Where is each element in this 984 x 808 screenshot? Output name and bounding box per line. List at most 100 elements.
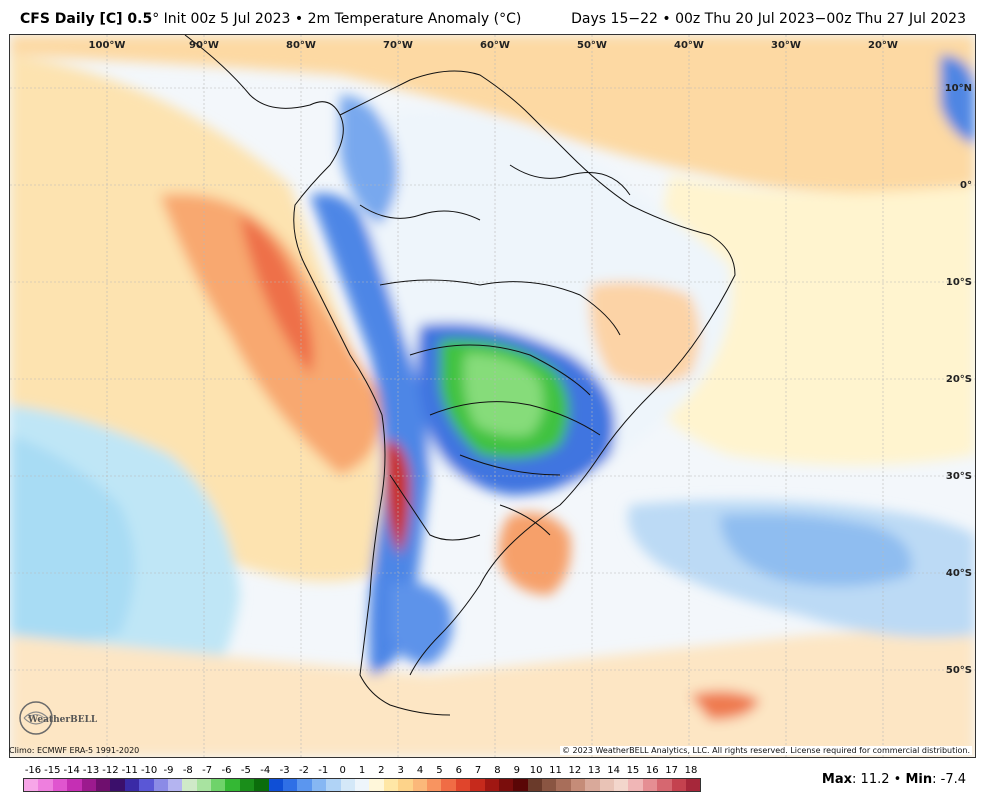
colorbar-tick-label: 5 (436, 765, 443, 776)
colorbar-swatch (671, 779, 686, 791)
colorbar-swatch (412, 779, 427, 791)
colorbar-tick-label: -5 (240, 765, 251, 776)
colorbar-swatch (484, 779, 499, 791)
colorbar-swatch (383, 779, 399, 791)
colorbar-swatch (283, 779, 298, 791)
colorbar-tick-label: 2 (378, 765, 385, 776)
colorbar-swatch (67, 779, 82, 791)
colorbar-labels: -16 -15 -14 -13 -12 -11 -10 -9 -8 -7 -6 -5 -4 -3 -2 -1 0… (23, 765, 701, 777)
title-bullet: • (294, 11, 304, 27)
colorbar-tick-label: 17 (665, 765, 679, 776)
max-label: Max (821, 772, 853, 787)
variable-name: 2m Temperature Anomaly (°C) (307, 11, 522, 27)
logo-text: WeatherBELL (27, 715, 98, 725)
colorbar-tick-label: -12 (102, 765, 119, 776)
longitude-labels: 100°W 90°W 80°W 70°W 60°W 50°W 40°W 30°W… (89, 40, 898, 51)
colorbar-swatch (599, 779, 615, 791)
anomaly-map: 100°W 90°W 80°W 70°W 60°W 50°W 40°W 30°W… (9, 34, 976, 758)
colorbar-tick-label: -8 (182, 765, 193, 776)
lon-label: 50°W (577, 40, 607, 51)
header: CFS Daily [C] 0.5° Init 00z 5 Jul 2023 •… (0, 0, 984, 34)
lon-label: 60°W (480, 40, 510, 51)
lon-label: 100°W (89, 40, 126, 51)
lon-label: 40°W (674, 40, 704, 51)
colorbar-tick-label: -1 (318, 765, 329, 776)
model-name: CFS Daily [C] 0.5 (20, 11, 153, 27)
colorbar-tick-label: 6 (455, 765, 462, 776)
colorbar-swatch (455, 779, 471, 791)
colorbar-tick-label: -10 (140, 765, 158, 776)
init-time: Init 00z 5 Jul 2023 (163, 11, 291, 27)
colorbar-swatch (124, 779, 140, 791)
colorbar-swatch (268, 779, 284, 791)
colorbar-swatch (38, 779, 53, 791)
colorbar-swatch (426, 779, 442, 791)
colorbar-swatch (311, 779, 327, 791)
colorbar-tick-label: -6 (221, 765, 232, 776)
colorbar-tick-label: -16 (24, 765, 42, 776)
colorbar-tick-label: 12 (568, 765, 582, 776)
colorbar-swatch (153, 779, 168, 791)
colorbar-swatch (297, 779, 312, 791)
colorbar-tick-label: 7 (474, 765, 482, 776)
lon-label: 70°W (383, 40, 413, 51)
colorbar-swatch (570, 779, 586, 791)
colorbar-tick-label: 13 (587, 765, 601, 776)
map-title: CFS Daily [C] 0.5° Init 00z 5 Jul 2023 •… (20, 11, 521, 27)
colorbar-swatch (182, 779, 197, 791)
colorbar-swatch (628, 779, 643, 791)
colorbar-tick-label: -4 (260, 765, 271, 776)
colorbar-tick-label: -11 (121, 765, 138, 776)
colorbar-swatch (614, 779, 629, 791)
lat-label: 30°S (946, 471, 972, 482)
colorbar-swatch (585, 779, 600, 791)
lon-label: 20°W (868, 40, 898, 51)
colorbar-swatch (211, 779, 226, 791)
colorbar-swatch (24, 779, 39, 791)
lat-label: 10°N (945, 83, 972, 94)
colorbar-tick-label: 16 (645, 765, 659, 776)
colorbar-swatch (556, 779, 571, 791)
colorbar-swatch (642, 779, 658, 791)
colorbar-swatch (196, 779, 212, 791)
colorbar-swatch (52, 779, 68, 791)
colorbar-swatch (239, 779, 255, 791)
colorbar-swatch (95, 779, 111, 791)
colorbar-swatch (685, 779, 701, 791)
weatherbell-logo: WeatherBELL (19, 701, 98, 735)
map-canvas: 100°W 90°W 80°W 70°W 60°W 50°W 40°W 30°W… (10, 35, 975, 757)
stats-separator: • (893, 772, 902, 787)
colorbar-tick-label: -2 (298, 765, 309, 776)
colorbar-tick-label: 10 (529, 765, 543, 776)
colorbar-tick-label: -3 (279, 765, 290, 776)
lon-label: 90°W (189, 40, 219, 51)
colorbar-swatch (110, 779, 125, 791)
colorbar-tick-label: 3 (397, 765, 404, 776)
colorbar-swatch (527, 779, 543, 791)
latitude-labels: 10°N 0° 10°S 20°S 30°S 40°S 50°S (945, 83, 972, 676)
colorbar-swatch (542, 779, 557, 791)
min-label: Min (905, 772, 933, 787)
colorbar-swatch (657, 779, 672, 791)
coastlines (184, 35, 736, 716)
colorbar-swatch (498, 779, 514, 791)
max-value: : 11.2 (852, 772, 890, 787)
colorbar-swatch (167, 779, 183, 791)
colorbar-tick-label: 15 (626, 765, 640, 776)
colorbar-tick-label: 1 (358, 765, 366, 776)
colorbar-swatch (225, 779, 240, 791)
colorbar-swatch (340, 779, 355, 791)
colorbar-swatch (81, 779, 96, 791)
copyright-note: © 2023 WeatherBELL Analytics, LLC. All r… (560, 746, 972, 755)
colorbar-tick-label: 4 (416, 765, 424, 776)
colorbar-swatch (254, 779, 269, 791)
colorbar-swatch (369, 779, 384, 791)
colorbar-tick-label: 11 (549, 765, 562, 776)
colorbar-tick-label: -15 (44, 765, 61, 776)
lat-label: 0° (960, 180, 972, 191)
degree-mark: ° (152, 11, 160, 27)
colorbar-tick-label: 18 (684, 765, 698, 776)
lat-label: 50°S (946, 665, 972, 676)
colorbar-swatch (139, 779, 154, 791)
colorbar-tick-label: 8 (494, 765, 501, 776)
